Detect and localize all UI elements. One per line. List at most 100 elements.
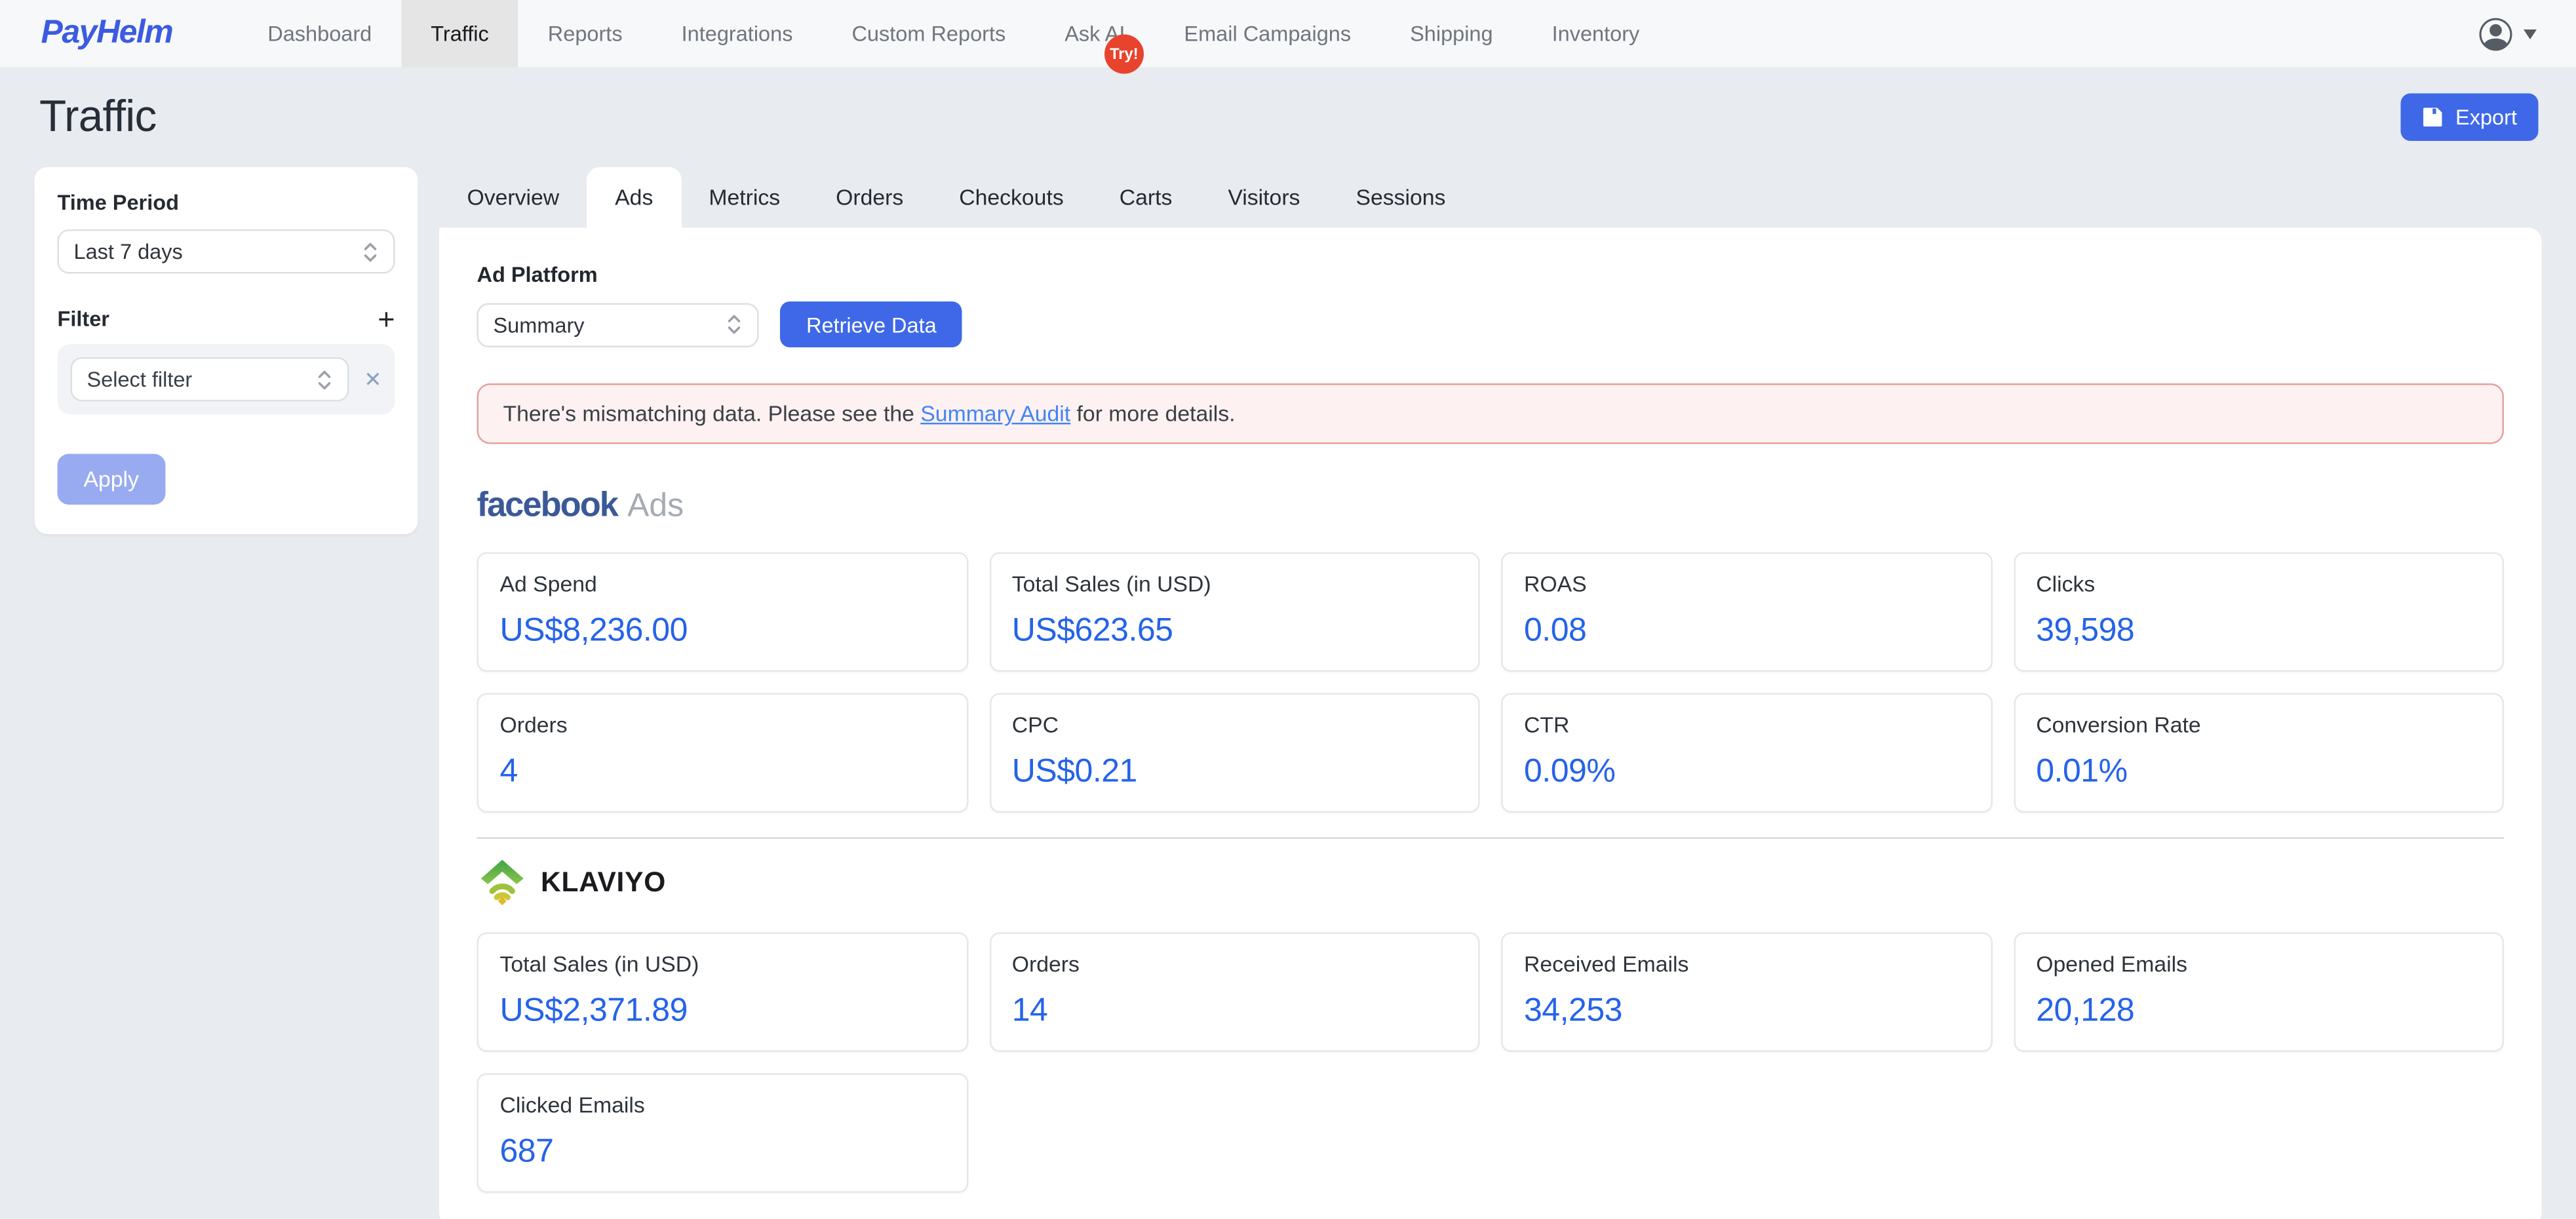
main-column: Overview Ads Metrics Orders Checkouts Ca… (439, 164, 2542, 1219)
nav-item-label: Reports (547, 21, 623, 47)
metric-label: CTR (1524, 712, 1570, 738)
metric-label: Orders (1011, 952, 1080, 977)
time-period-select[interactable]: Last 7 days (57, 229, 395, 274)
primary-nav: Dashboard Traffic Reports Integrations (238, 0, 1669, 74)
filter-row: Select filter ✕ (57, 344, 395, 415)
metric-value: US$0.21 (1011, 754, 1138, 790)
filter-header: Filter + (57, 302, 395, 336)
save-icon (2423, 107, 2444, 128)
metric-card: Clicked Emails 687 (477, 1073, 968, 1193)
summary-audit-link[interactable]: Summary Audit (920, 401, 1071, 427)
time-period-value: Last 7 days (73, 239, 183, 264)
nav-item-label: Email Campaigns (1184, 21, 1352, 47)
remove-filter-icon[interactable]: ✕ (364, 366, 382, 391)
metric-value: US$8,236.00 (499, 613, 688, 649)
metric-value: US$2,371.89 (499, 993, 688, 1029)
user-menu[interactable] (2479, 0, 2537, 68)
klaviyo-metric-cards: Total Sales (in USD) US$2,371.89 Orders … (477, 932, 2504, 1193)
metric-card: Conversion Rate 0.01% (2013, 693, 2504, 813)
section-divider (477, 837, 2504, 839)
metric-value: 0.01% (2036, 754, 2128, 790)
nav-item[interactable]: Traffic (401, 0, 518, 68)
nav-item[interactable]: Reports (518, 0, 652, 68)
nav-item[interactable]: Inventory (1523, 0, 1669, 68)
select-chevrons-icon (728, 315, 741, 334)
metric-label: Opened Emails (2036, 952, 2188, 977)
nav-item[interactable]: Custom Reports (822, 0, 1035, 68)
facebook-ads-suffix: Ads (627, 487, 684, 524)
tab[interactable]: Checkouts (959, 185, 1064, 210)
page-title: Traffic (39, 92, 157, 141)
metric-value: 14 (1011, 993, 1048, 1029)
traffic-tabs: Overview Ads Metrics Orders Checkouts Ca… (439, 167, 2542, 228)
apply-button[interactable]: Apply (57, 454, 165, 505)
nav-item-label: Integrations (681, 21, 793, 47)
warning-text: for more details. (1070, 401, 1236, 427)
top-navbar: PayHelm Dashboard Traffic Reports (0, 0, 2576, 74)
nav-item[interactable]: Shipping (1380, 0, 1523, 68)
metric-value: 0.08 (1524, 613, 1587, 649)
metric-label: Total Sales (in USD) (1011, 571, 1211, 597)
add-filter-icon[interactable]: + (378, 302, 395, 336)
nav-item-label: Inventory (1551, 21, 1640, 47)
metric-label: CPC (1011, 712, 1059, 738)
filter-select[interactable]: Select filter (70, 357, 349, 402)
facebook-section-header: facebook Ads (477, 487, 2505, 526)
metric-card: Total Sales (in USD) US$2,371.89 (477, 932, 968, 1052)
metric-card: CPC US$0.21 (988, 693, 1480, 813)
export-button-label: Export (2455, 105, 2517, 130)
metric-value: 39,598 (2036, 613, 2135, 649)
warning-text: There's mismatching data. Please see the (503, 401, 921, 427)
nav-item[interactable]: Integrations (652, 0, 823, 68)
chevron-down-icon[interactable] (2524, 28, 2537, 39)
nav-item-label: Traffic (431, 21, 489, 47)
select-chevrons-icon (318, 370, 331, 389)
metric-label: Total Sales (in USD) (499, 952, 699, 977)
klaviyo-logo: KLAVIYO (541, 866, 667, 897)
metric-label: Clicked Emails (499, 1093, 645, 1118)
metric-label: Received Emails (1524, 952, 1689, 977)
metric-card: Clicks 39,598 (2013, 552, 2504, 672)
metric-value: US$623.65 (1011, 613, 1173, 649)
facebook-metric-cards: Ad Spend US$8,236.00 Total Sales (in USD… (477, 552, 2504, 813)
metric-value: 0.09% (1524, 754, 1616, 790)
nav-item[interactable]: Dashboard (238, 0, 401, 68)
metric-card: Orders 4 (477, 693, 968, 813)
nav-item-label: Custom Reports (851, 21, 1006, 47)
tab[interactable]: Orders (836, 185, 904, 210)
filter-label: Filter (57, 306, 109, 332)
tab[interactable]: Overview (467, 185, 560, 210)
time-period-label: Time Period (57, 190, 179, 215)
metric-card: Orders 14 (988, 932, 1480, 1052)
nav-item[interactable]: Email Campaigns (1154, 0, 1380, 68)
metric-card: Opened Emails 20,128 (2013, 932, 2504, 1052)
metric-label: Orders (499, 712, 568, 738)
page-header: Traffic Export (0, 68, 2576, 164)
filter-select-placeholder: Select filter (87, 367, 193, 392)
nav-item-label: Shipping (1410, 21, 1493, 47)
user-avatar-icon[interactable] (2479, 17, 2512, 50)
metric-value: 34,253 (1524, 993, 1622, 1029)
retrieve-data-button[interactable]: Retrieve Data (780, 301, 963, 347)
tab[interactable]: Sessions (1356, 185, 1446, 210)
select-chevrons-icon (364, 242, 377, 261)
tab[interactable]: Carts (1119, 185, 1173, 210)
filters-panel: Time Period Last 7 days Filter + Select … (34, 167, 418, 534)
metric-card: Received Emails 34,253 (1501, 932, 1992, 1052)
metric-value: 20,128 (2036, 993, 2135, 1029)
metric-card: Total Sales (in USD) US$623.65 (988, 552, 1480, 672)
tab[interactable]: Metrics (709, 185, 781, 210)
metric-card: CTR 0.09% (1501, 693, 1992, 813)
ad-platform-select[interactable]: Summary (477, 302, 759, 347)
ad-platform-value: Summary (493, 312, 585, 337)
try-badge: Try! (1104, 34, 1144, 74)
export-button[interactable]: Export (2401, 93, 2539, 141)
tab[interactable]: Ads (587, 167, 681, 228)
metric-label: ROAS (1524, 571, 1587, 597)
payhelm-logo[interactable]: PayHelm (41, 14, 174, 51)
klaviyo-section-header: KLAVIYO (477, 859, 2505, 906)
tab[interactable]: Visitors (1228, 185, 1300, 210)
metric-label: Ad Spend (499, 571, 597, 597)
nav-item[interactable]: Ask AI Try! (1035, 0, 1154, 74)
